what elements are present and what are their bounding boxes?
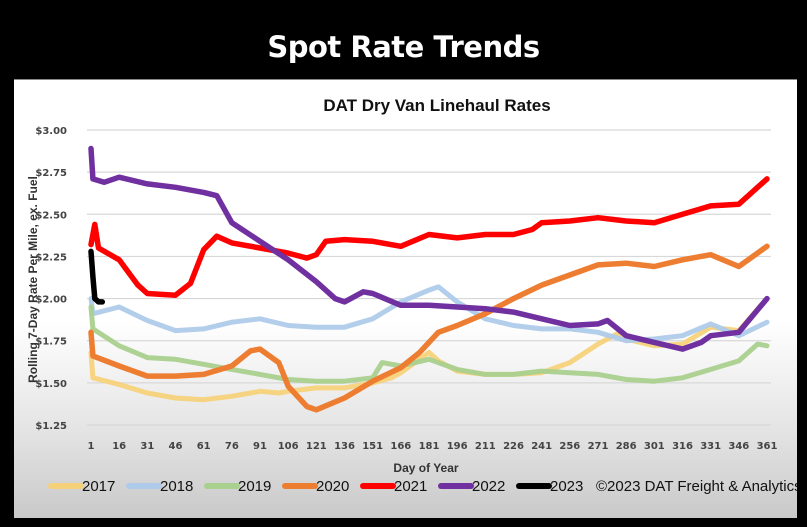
legend: 2017 2018 2019 2020 2021 2022 2023 [48, 478, 583, 495]
y-tick-label: $2.50 [35, 210, 67, 221]
x-tick-label: 271 [588, 441, 609, 452]
x-tick-label: 166 [390, 441, 411, 452]
series-line-2017 [88, 296, 770, 403]
legend-label-2021: 2021 [394, 478, 427, 495]
copyright-annotation: ©2023 DAT Freight & Analytics [596, 478, 797, 495]
y-tick-label: $2.75 [35, 168, 67, 179]
series-line-2020 [88, 243, 770, 413]
x-axis-label: Day of Year [393, 461, 458, 475]
legend-label-2023: 2023 [550, 478, 583, 495]
x-tick-label: 121 [306, 441, 327, 452]
y-tick-label: $2.00 [35, 295, 67, 306]
legend-label-2018: 2018 [160, 478, 193, 495]
x-tick-label: 31 [140, 441, 154, 452]
y-tick-label: $3.00 [35, 126, 67, 137]
series-line-2021 [88, 176, 770, 298]
x-tick-label: 331 [700, 441, 721, 452]
chart-title: DAT Dry Van Linehaul Rates [323, 96, 550, 115]
x-tick-label: 346 [728, 441, 749, 452]
y-axis-label: Rolling 7-Day Rate Per Mile, ex. Fuel [26, 176, 40, 383]
y-axis-ticks: $3.00 $2.75 $2.50 $2.25 $2.00 $1.75 $1.50 $1.25 [35, 126, 67, 432]
x-tick-label: 241 [531, 441, 552, 452]
series-line-2022 [88, 145, 770, 352]
series-line-2023 [88, 248, 106, 305]
slide-title: Spot Rate Trends [267, 30, 540, 64]
x-axis-ticks: 1 16 31 46 61 76 91 106 121 136 151 166 181 196 211 226… [88, 441, 778, 452]
x-tick-label: 61 [197, 441, 211, 452]
x-tick-label: 196 [447, 441, 468, 452]
x-tick-label: 151 [362, 441, 383, 452]
legend-label-2022: 2022 [472, 478, 505, 495]
x-tick-label: 361 [757, 441, 778, 452]
line-chart: DAT Dry Van Linehaul Rates $3.00 $2.75 $2.… [26, 96, 797, 495]
y-tick-label: $2.25 [35, 252, 67, 263]
y-tick-label: $1.25 [35, 421, 67, 432]
legend-label-2020: 2020 [316, 478, 349, 495]
x-tick-label: 211 [475, 441, 496, 452]
x-tick-label: 256 [559, 441, 580, 452]
legend-label-2017: 2017 [82, 478, 115, 495]
legend-label-2019: 2019 [238, 478, 271, 495]
x-tick-label: 301 [644, 441, 665, 452]
x-tick-label: 226 [503, 441, 524, 452]
x-tick-label: 16 [112, 441, 126, 452]
chart-panel: DAT Dry Van Linehaul Rates $3.00 $2.75 $2.… [14, 79, 797, 518]
x-tick-label: 106 [278, 441, 299, 452]
series-lines [88, 145, 770, 413]
series-line-2019 [88, 304, 770, 384]
y-tick-label: $1.75 [35, 337, 67, 348]
x-tick-label: 46 [169, 441, 183, 452]
x-tick-label: 91 [253, 441, 267, 452]
series-line-2018 [88, 284, 770, 344]
x-tick-label: 181 [419, 441, 440, 452]
x-tick-label: 1 [88, 441, 95, 452]
x-tick-label: 136 [334, 441, 355, 452]
y-tick-label: $1.50 [35, 379, 67, 390]
x-tick-label: 76 [225, 441, 239, 452]
x-tick-label: 316 [672, 441, 693, 452]
x-tick-label: 286 [616, 441, 637, 452]
